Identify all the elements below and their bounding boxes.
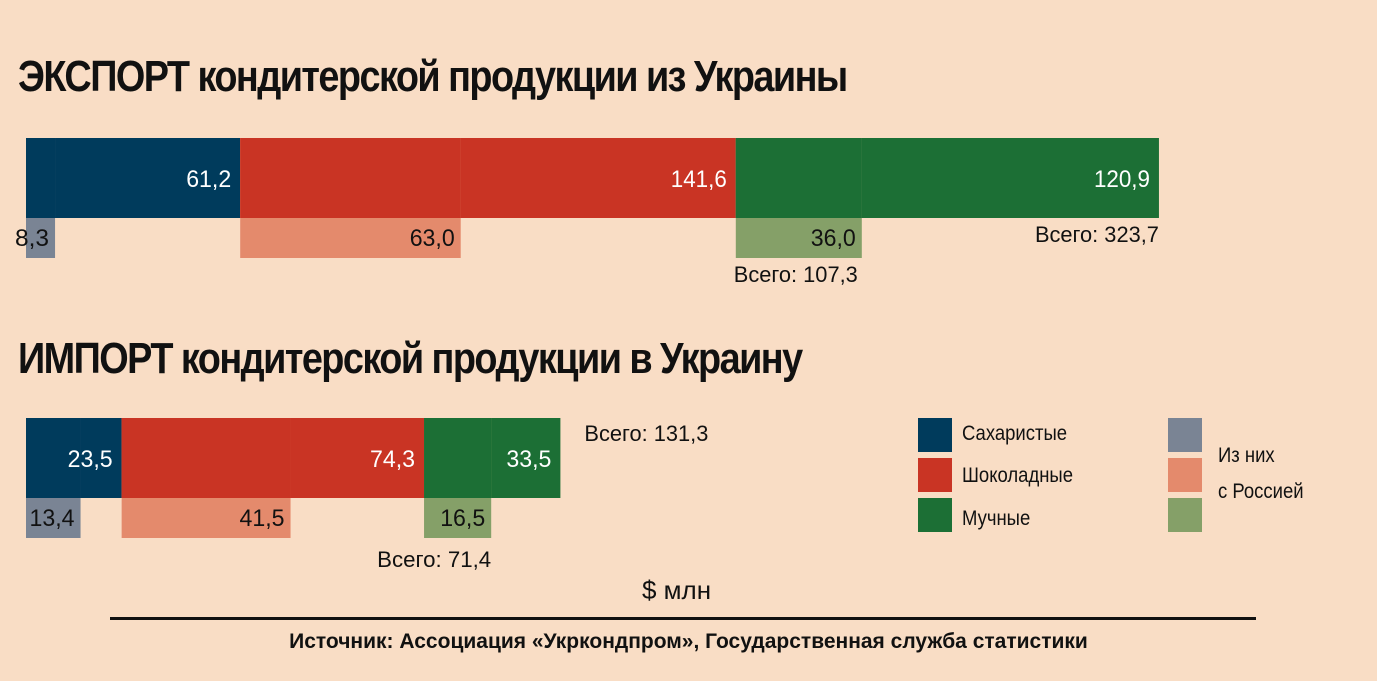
export-total-label: Всего: 323,7 xyxy=(1035,222,1159,247)
legend-label-russia-line1: Из них xyxy=(1218,444,1275,467)
import-bar-sugar-russia-top xyxy=(26,418,81,498)
export-russia-value-label-sugar: 8,3 xyxy=(15,225,49,252)
export-bar-sugar-russia-top xyxy=(26,138,56,218)
import-bar-chocolate-russia-top xyxy=(121,418,291,498)
export-russia-value-label-chocolate: 63,0 xyxy=(410,225,455,252)
export-value-label-chocolate: 141,6 xyxy=(671,166,727,193)
legend-label-flour: Мучные xyxy=(962,507,1031,530)
export-russia-total-label: Всего: 107,3 xyxy=(734,262,858,287)
import-total-label: Всего: 131,3 xyxy=(584,421,708,446)
export-chart-title: ЭКСПОРТ кондитерской продукции из Украин… xyxy=(18,52,848,101)
legend-swatch-chocolate xyxy=(918,458,952,492)
import-bar-flour-russia-top xyxy=(424,418,492,498)
import-chart-title: ИМПОРТ кондитерской продукции в Украину xyxy=(18,334,803,383)
export-bar-chocolate-russia-top xyxy=(240,138,461,218)
legend-label-sugar: Сахаристые xyxy=(962,422,1068,445)
export-value-label-sugar: 61,2 xyxy=(186,166,231,193)
export-russia-value-label-flour: 36,0 xyxy=(811,225,856,252)
divider-line xyxy=(110,617,1256,620)
legend-swatch-russia-chocolate xyxy=(1168,458,1202,492)
source-note: Источник: Ассоциация «Укркондпром», Госу… xyxy=(289,630,1088,653)
export-bar-sugar xyxy=(26,138,241,218)
legend-label-chocolate: Шоколадные xyxy=(962,464,1073,487)
legend-swatch-flour xyxy=(918,498,952,532)
import-value-label-chocolate: 74,3 xyxy=(370,446,415,473)
import-value-label-sugar: 23,5 xyxy=(68,446,113,473)
legend-label-russia-line2: с Россией xyxy=(1218,480,1304,503)
import-russia-value-label-flour: 16,5 xyxy=(440,505,485,532)
export-bar-flour-russia-top xyxy=(735,138,862,218)
export-value-label-flour: 120,9 xyxy=(1094,166,1150,193)
import-russia-total-label: Всего: 71,4 xyxy=(377,547,491,572)
import-value-label-flour: 33,5 xyxy=(506,446,551,473)
legend-swatch-russia-sugar xyxy=(1168,418,1202,452)
unit-label: $ млн xyxy=(642,575,712,605)
legend-swatch-sugar xyxy=(918,418,952,452)
import-russia-value-label-chocolate: 41,5 xyxy=(240,505,285,532)
import-russia-value-label-sugar: 13,4 xyxy=(30,505,75,532)
legend-swatch-russia-flour xyxy=(1168,498,1202,532)
